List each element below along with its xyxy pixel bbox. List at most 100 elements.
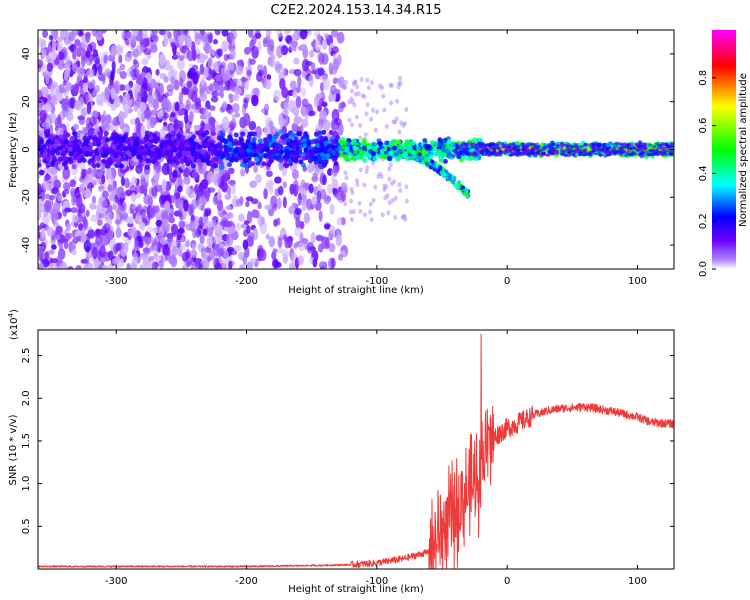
noise-cell xyxy=(240,77,248,83)
signal-cell xyxy=(62,134,68,140)
noise-cell xyxy=(131,34,136,46)
signal-cell xyxy=(103,130,109,136)
noise-cell xyxy=(183,176,191,185)
noise-cell xyxy=(86,101,92,115)
noise-cell xyxy=(66,222,72,232)
signal-cell xyxy=(68,151,74,157)
noise-cell xyxy=(124,83,132,92)
signal-cell xyxy=(165,150,171,156)
noise-cell xyxy=(95,233,103,246)
signal-cell xyxy=(285,152,291,158)
signal-cell xyxy=(61,156,67,162)
noise-cell xyxy=(358,208,363,214)
noise-cell xyxy=(331,30,339,38)
noise-cell xyxy=(208,105,216,111)
noise-cell xyxy=(49,86,55,98)
signal-cell xyxy=(241,152,247,158)
noise-cell xyxy=(319,188,327,200)
noise-cell xyxy=(265,33,271,47)
noise-cell xyxy=(324,223,331,230)
noise-cell xyxy=(243,112,251,126)
noise-cell xyxy=(282,196,287,209)
signal-cell xyxy=(415,145,421,151)
noise-cell xyxy=(218,86,225,93)
signal-cell xyxy=(243,158,249,164)
noise-cell xyxy=(90,214,99,223)
signal-cell xyxy=(115,160,121,166)
noise-cell xyxy=(64,81,71,92)
signal-cell xyxy=(350,155,356,161)
noise-cell xyxy=(223,53,229,62)
signal-cell xyxy=(271,137,277,143)
signal-cell xyxy=(317,155,323,161)
noise-cell xyxy=(404,184,409,190)
noise-cell xyxy=(265,170,273,178)
signal-cell xyxy=(284,148,290,154)
noise-cell xyxy=(106,185,115,192)
noise-cell xyxy=(294,207,302,215)
noise-cell xyxy=(313,96,319,108)
noise-cell xyxy=(110,70,115,81)
signal-cell xyxy=(175,160,181,166)
noise-cell xyxy=(312,258,318,268)
signal-cell xyxy=(319,135,325,141)
noise-cell xyxy=(202,216,209,225)
chirp-cell xyxy=(435,169,441,174)
noise-cell xyxy=(254,125,263,139)
noise-cell xyxy=(248,120,257,131)
noise-cell xyxy=(178,55,185,61)
noise-cell xyxy=(137,109,145,119)
noise-cell xyxy=(349,122,354,128)
signal-cell xyxy=(254,157,260,163)
signal-cell xyxy=(38,135,42,141)
noise-cell xyxy=(259,248,267,262)
noise-cell xyxy=(42,30,49,39)
noise-cell xyxy=(392,179,397,185)
noise-cell xyxy=(41,121,49,128)
noise-cell xyxy=(398,188,403,194)
noise-cell xyxy=(295,185,301,192)
noise-cell xyxy=(184,251,191,260)
noise-cell xyxy=(74,100,82,111)
noise-cell xyxy=(316,190,322,203)
noise-cell xyxy=(249,58,256,65)
noise-cell xyxy=(401,214,406,220)
signal-cell xyxy=(228,137,234,143)
noise-cell xyxy=(235,222,242,232)
noise-cell xyxy=(204,123,212,131)
noise-cell xyxy=(232,94,240,101)
noise-cell xyxy=(120,248,127,258)
noise-cell xyxy=(208,68,215,75)
signal-cell xyxy=(69,135,75,141)
noise-cell xyxy=(199,87,205,96)
signal-cell xyxy=(286,142,292,148)
noise-cell xyxy=(71,63,78,73)
noise-cell xyxy=(133,252,139,262)
noise-cell xyxy=(113,96,121,108)
noise-cell xyxy=(239,264,246,269)
noise-cell xyxy=(183,199,189,212)
signal-cell xyxy=(155,136,161,142)
noise-cell xyxy=(396,81,401,87)
signal-cell xyxy=(179,159,185,165)
noise-cell xyxy=(277,185,284,196)
chirp-cell xyxy=(415,157,420,163)
noise-cell xyxy=(46,62,54,72)
signal-cell xyxy=(123,156,129,162)
noise-cell xyxy=(373,184,378,190)
noise-cell xyxy=(49,182,54,189)
noise-cell xyxy=(330,257,336,269)
noise-cell xyxy=(303,212,311,224)
noise-cell xyxy=(189,256,196,266)
noise-cell xyxy=(136,74,145,85)
noise-cell xyxy=(87,229,96,239)
noise-cell xyxy=(41,227,46,239)
signal-cell xyxy=(84,151,90,157)
noise-cell xyxy=(80,168,87,180)
noise-cell xyxy=(64,64,71,76)
signal-cell xyxy=(227,162,233,168)
noise-cell xyxy=(86,68,95,78)
noise-cell xyxy=(213,243,220,257)
signal-cell xyxy=(81,157,87,163)
noise-cell xyxy=(329,203,335,216)
